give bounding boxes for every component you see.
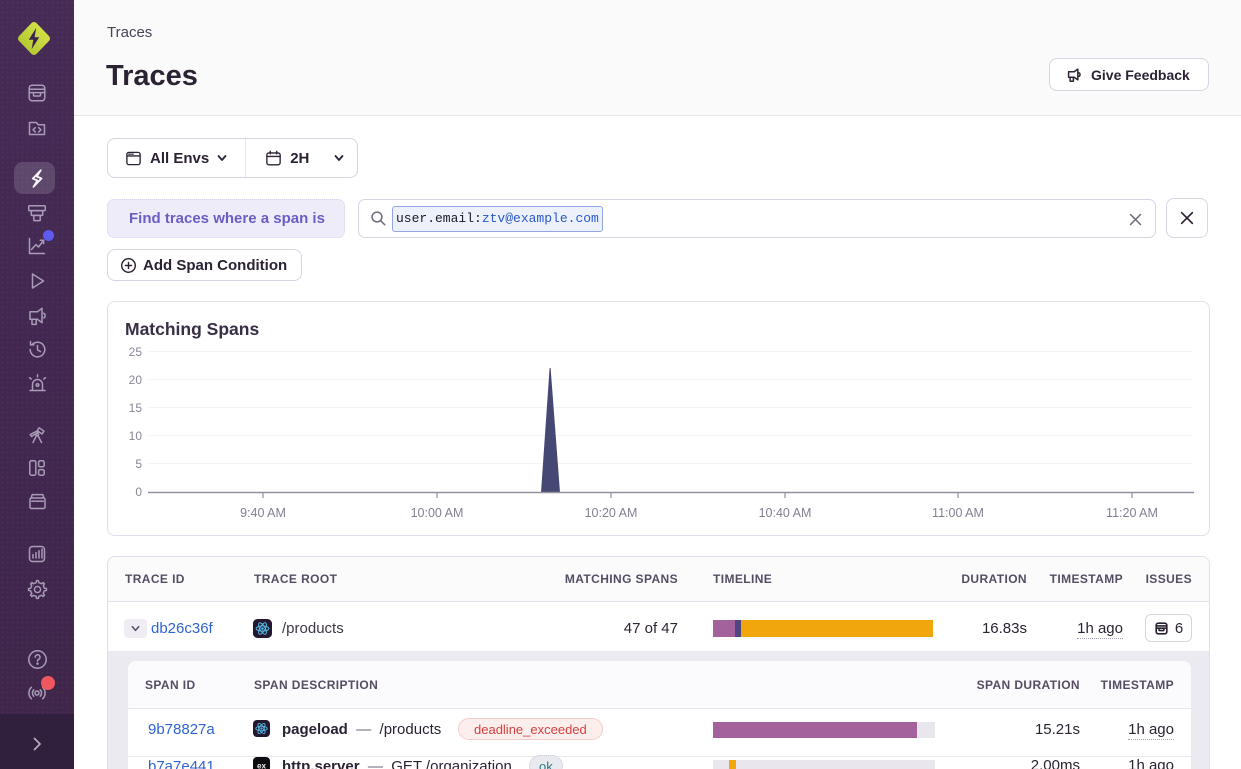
svg-text:10: 10 [129, 429, 143, 443]
svg-text:0: 0 [135, 485, 142, 499]
svg-text:11:00 AM: 11:00 AM [932, 506, 984, 520]
svg-text:5: 5 [135, 457, 142, 471]
svg-text:25: 25 [129, 345, 143, 359]
svg-text:9:40 AM: 9:40 AM [240, 506, 286, 520]
svg-text:15: 15 [129, 401, 143, 415]
svg-text:20: 20 [129, 373, 143, 387]
svg-text:10:00 AM: 10:00 AM [411, 506, 464, 520]
svg-text:ex: ex [257, 762, 266, 769]
svg-text:11:20 AM: 11:20 AM [1106, 506, 1158, 520]
svg-text:10:20 AM: 10:20 AM [585, 506, 638, 520]
svg-text:10:40 AM: 10:40 AM [759, 506, 812, 520]
